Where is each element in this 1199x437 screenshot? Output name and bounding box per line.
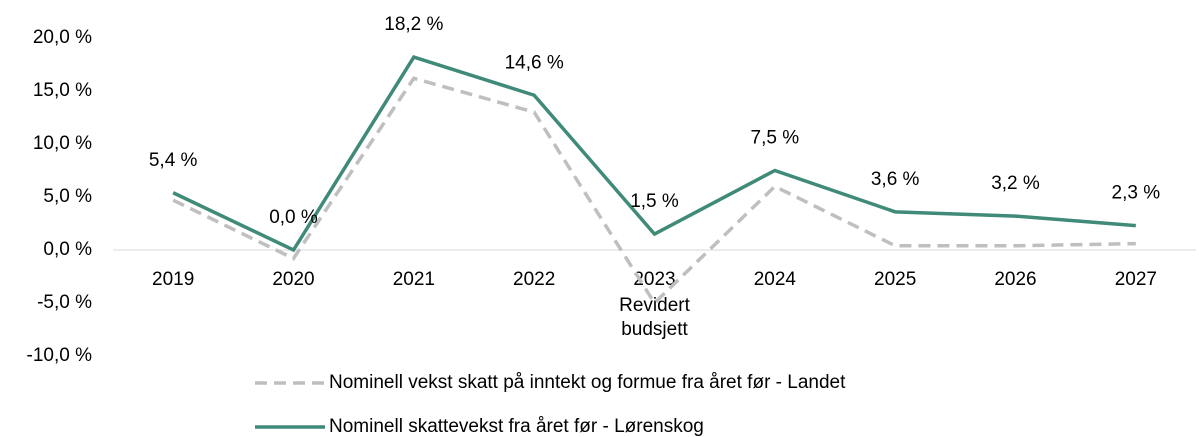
y-tick-label: 15,0 % (33, 80, 92, 101)
y-tick-label: 10,0 % (33, 133, 92, 154)
y-tick-label: 0,0 % (43, 239, 92, 260)
legend-label: Nominell vekst skatt på inntekt og formu… (329, 372, 846, 393)
y-tick-label: 20,0 % (33, 27, 92, 48)
x-tick-label: 2025 (874, 269, 916, 290)
data-label: 7,5 % (751, 128, 800, 149)
x-tick-label: 2027 (1115, 269, 1157, 290)
x-tick-label: 2019 (152, 269, 194, 290)
y-tick-label: -5,0 % (37, 292, 92, 313)
line-series (172, 55, 1136, 253)
data-label: 14,6 % (505, 52, 564, 73)
x-tick-label: 2024 (754, 269, 797, 290)
x-tick-label: 2022 (513, 269, 555, 290)
y-tick-label: 5,0 % (43, 186, 92, 207)
data-label: 5,4 % (149, 150, 198, 171)
annotation: Revidert (619, 295, 690, 316)
data-label: 2,3 % (1112, 183, 1161, 204)
data-label: 1,5 % (630, 191, 679, 212)
x-tick-label: 2020 (272, 269, 314, 290)
data-label: 3,6 % (871, 169, 920, 190)
x-tick-label: 2021 (393, 269, 435, 290)
data-label: 0,0 % (269, 207, 318, 228)
y-tick-label: -10,0 % (27, 345, 93, 366)
data-label: 18,2 % (384, 14, 443, 35)
legend-label: Nominell skattevekst fra året før - Løre… (329, 416, 704, 437)
data-label: 3,2 % (991, 173, 1040, 194)
x-tick-label: 2026 (994, 269, 1036, 290)
annotation: budsjett (621, 319, 688, 340)
x-tick-label: 2023 (633, 269, 675, 290)
